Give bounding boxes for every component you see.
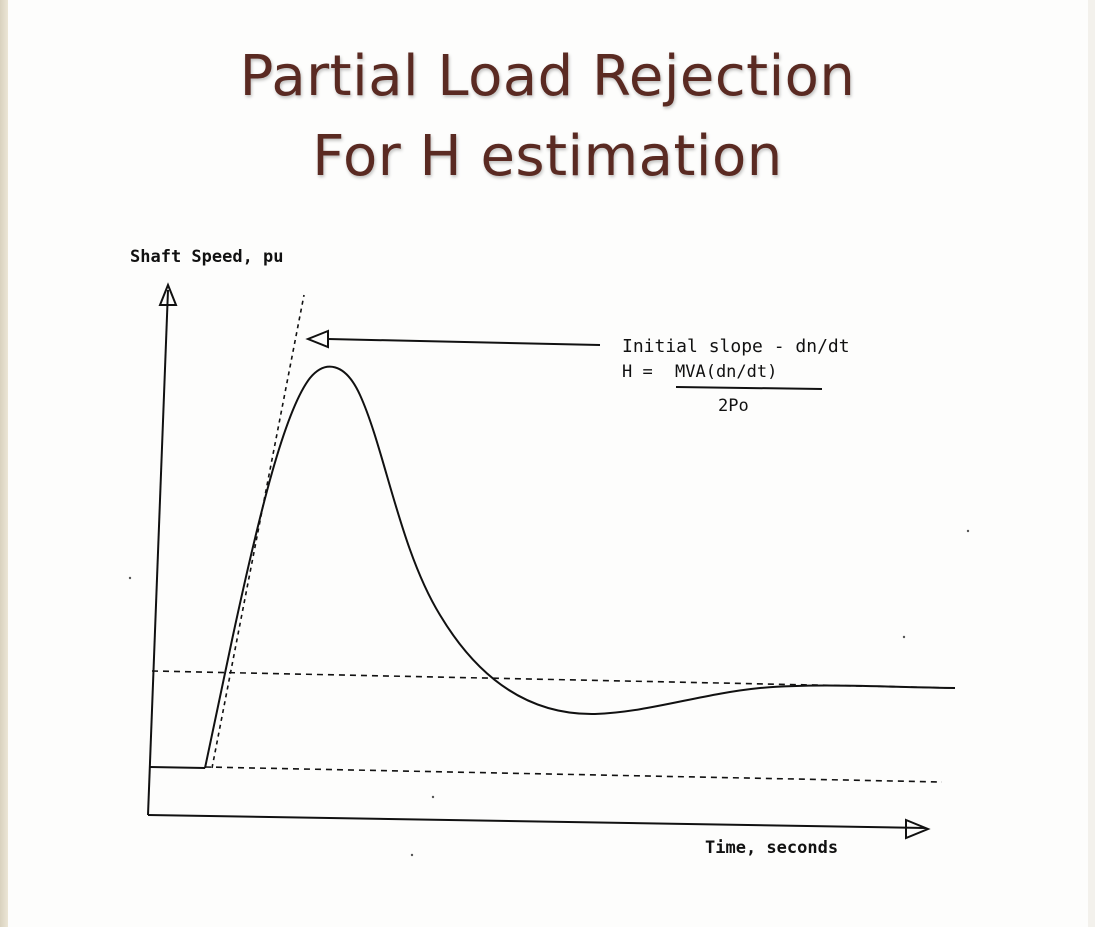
initial-slope-tangent-line bbox=[211, 294, 305, 769]
x-axis-label: Time, seconds bbox=[705, 838, 838, 858]
initial-speed-line bbox=[149, 766, 206, 769]
initial-slope-label: Initial slope - dn/dt bbox=[622, 336, 850, 357]
y-axis bbox=[147, 289, 169, 816]
formula-lhs: H = bbox=[622, 362, 653, 382]
x-axis-arrowhead bbox=[905, 818, 931, 840]
annotation-arrow-line bbox=[327, 338, 601, 346]
slide-title-line-2: For H estimation bbox=[312, 124, 783, 189]
formula-fraction-bar bbox=[675, 386, 823, 390]
x-axis bbox=[147, 814, 926, 829]
slide bbox=[8, 0, 1088, 927]
scan-speck bbox=[431, 795, 435, 799]
formula-denominator: 2Po bbox=[718, 396, 749, 416]
shaft-speed-response-curve bbox=[204, 365, 956, 769]
annotation-arrowhead bbox=[305, 329, 329, 349]
scan-speck bbox=[128, 576, 132, 580]
initial-speed-reference-line bbox=[204, 766, 943, 783]
scan-speck bbox=[966, 529, 970, 533]
slide-title-line-1: Partial Load Rejection bbox=[239, 44, 856, 109]
y-axis-arrowhead bbox=[158, 282, 178, 306]
y-axis-label: Shaft Speed, pu bbox=[130, 247, 284, 267]
slide-edge bbox=[0, 0, 8, 927]
scan-speck bbox=[410, 853, 414, 857]
final-speed-reference-line bbox=[151, 670, 956, 689]
scan-speck bbox=[902, 635, 906, 639]
formula-numerator: MVA(dn/dt) bbox=[675, 362, 777, 382]
